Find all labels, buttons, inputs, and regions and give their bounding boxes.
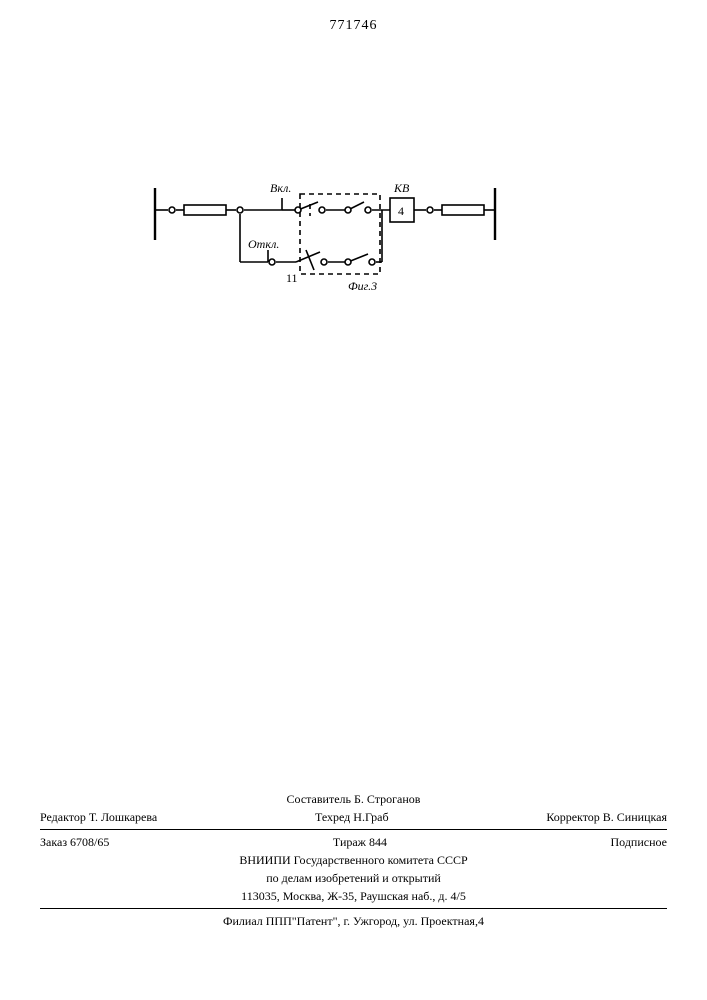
figure-caption: Фиг.3 [348, 279, 377, 293]
document-number: 771746 [0, 18, 707, 34]
order-number: Заказ 6708/65 [40, 833, 109, 851]
divider [40, 829, 667, 830]
block-number: 4 [398, 204, 404, 218]
circuit-diagram: Вкл. Откл. КВ 4 11 Фиг.3 [150, 180, 500, 320]
compiler-line: Составитель Б. Строганов [40, 790, 667, 808]
page: 771746 [0, 0, 707, 1000]
editor: Редактор Т. Лошкарева [40, 808, 157, 826]
subscription: Подписное [611, 833, 668, 851]
org-line-2: по делам изобретений и открытий [40, 869, 667, 887]
techred: Техред Н.Граб [315, 808, 389, 826]
org-line-1: ВНИИПИ Государственного комитета СССР [40, 851, 667, 869]
print-row: Заказ 6708/65 Тираж 844 Подписное [40, 833, 667, 851]
label-otkl: Откл. [248, 237, 279, 251]
branch: Филиал ППП"Патент", г. Ужгород, ул. Прое… [40, 912, 667, 930]
corrector: Корректор В. Синицкая [546, 808, 667, 826]
colophon: Составитель Б. Строганов Редактор Т. Лош… [40, 790, 667, 930]
credits-row: Редактор Т. Лошкарева Техред Н.Граб Корр… [40, 808, 667, 826]
tirazh: Тираж 844 [333, 833, 387, 851]
label-eleven: 11 [286, 271, 298, 285]
label-vkl: Вкл. [270, 181, 291, 195]
divider [40, 908, 667, 909]
address: 113035, Москва, Ж-35, Раушская наб., д. … [40, 887, 667, 905]
label-kv: КВ [393, 181, 410, 195]
